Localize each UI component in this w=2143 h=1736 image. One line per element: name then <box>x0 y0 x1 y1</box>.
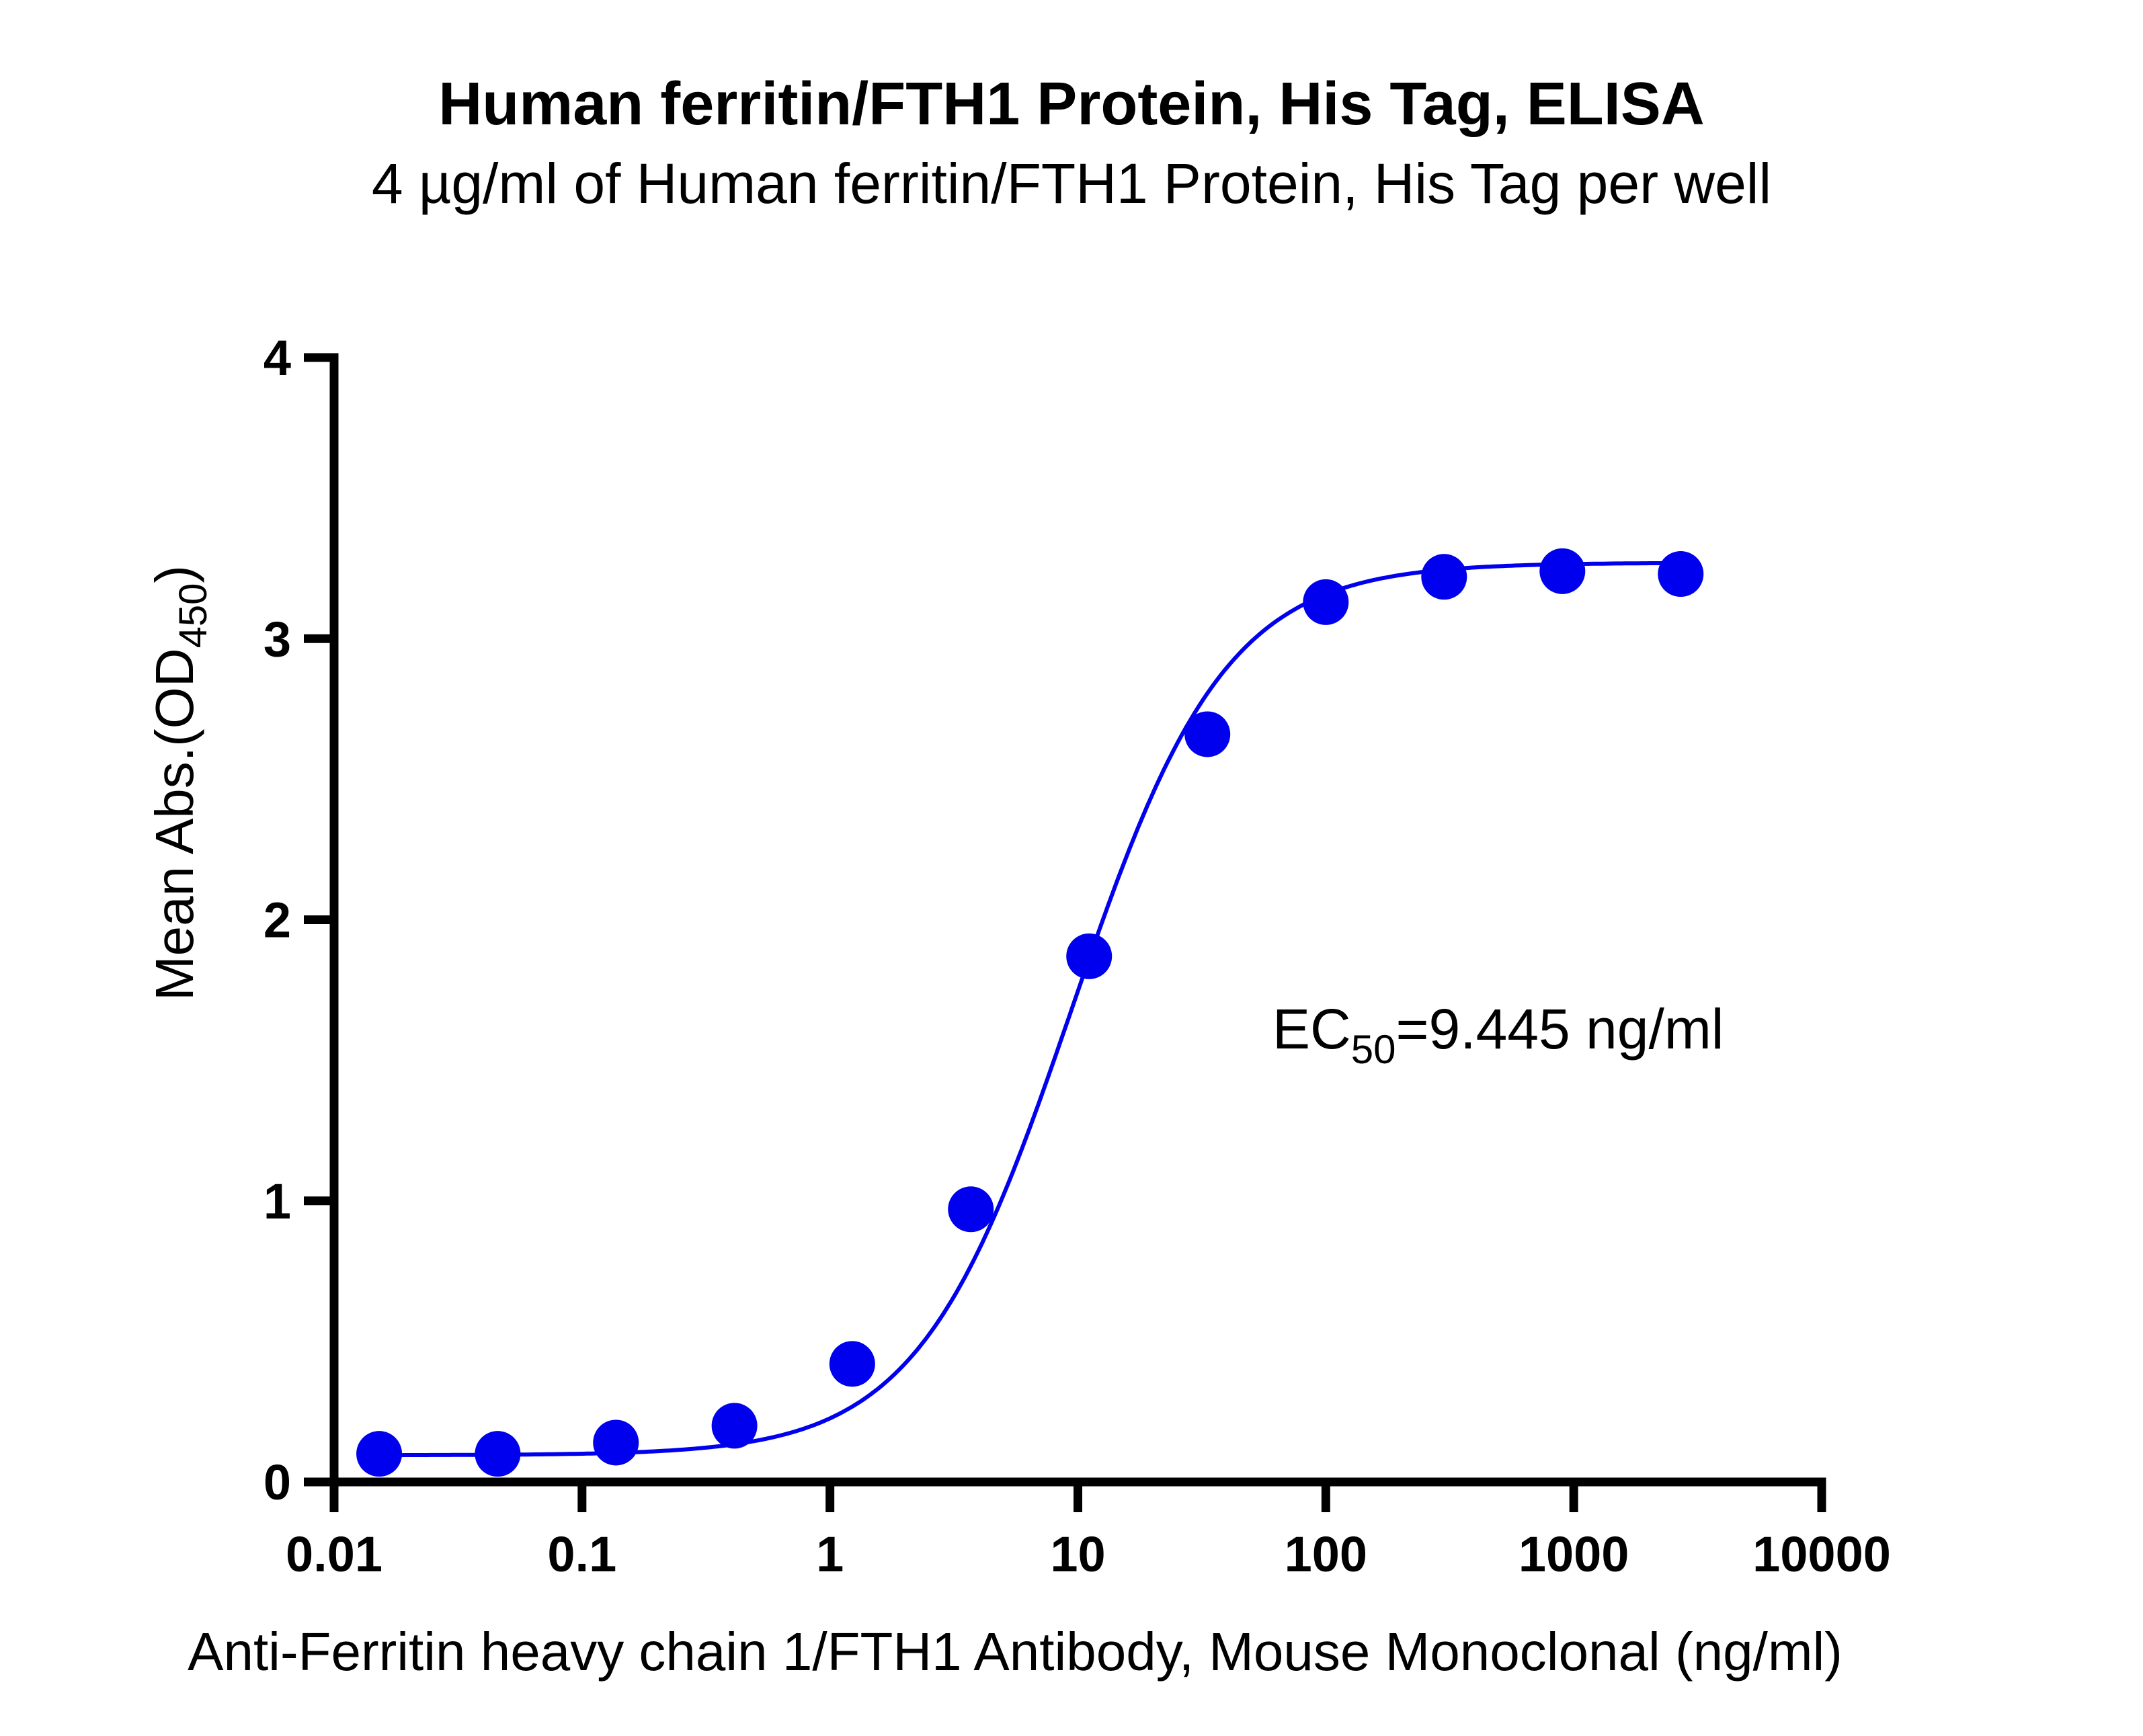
y-tick-label: 0 <box>264 1454 291 1510</box>
data-point <box>829 1341 875 1387</box>
data-point <box>475 1431 521 1477</box>
ec50-label-sub: 50 <box>1351 1027 1396 1072</box>
ec50-annotation: EC50=9.445 ng/ml <box>1272 997 1724 1072</box>
data-point <box>593 1419 639 1466</box>
y-tick-label: 4 <box>264 330 291 386</box>
chart-subtitle: 4 µg/ml of Human ferritin/FTH1 Protein, … <box>372 152 1771 215</box>
y-tick-label: 1 <box>264 1173 291 1229</box>
data-point <box>1303 579 1349 625</box>
y-axis-label: Mean Abs.(OD450) <box>145 565 215 1001</box>
y-tick-label: 2 <box>264 893 291 948</box>
x-ticks: 0.01 0.1 1 10 100 1000 10000 <box>286 1482 1891 1582</box>
x-tick-label: 1000 <box>1519 1526 1629 1582</box>
y-ticks: 0 1 2 3 4 <box>264 330 334 1510</box>
x-tick-label: 10 <box>1050 1526 1105 1582</box>
data-point <box>1421 554 1467 600</box>
x-tick-label: 0.01 <box>286 1526 382 1582</box>
data-point <box>1539 548 1586 594</box>
data-point <box>948 1186 994 1233</box>
x-axis-label: Anti-Ferritin heavy chain 1/FTH1 Antibod… <box>188 1622 1843 1682</box>
x-tick-label: 0.1 <box>547 1526 616 1582</box>
y-axis-label-close: ) <box>145 565 204 583</box>
x-tick-label: 100 <box>1285 1526 1367 1582</box>
ec50-label-main: EC <box>1272 997 1351 1061</box>
data-point <box>711 1403 758 1449</box>
y-tick-label: 3 <box>264 611 291 667</box>
data-point <box>356 1431 403 1477</box>
axes <box>329 353 1826 1487</box>
data-point <box>1184 711 1231 757</box>
ec50-value: =9.445 ng/ml <box>1396 997 1724 1061</box>
y-axis-label-sub: 450 <box>171 583 215 649</box>
x-tick-label: 10000 <box>1752 1526 1891 1582</box>
data-point <box>1658 551 1704 597</box>
data-point <box>1066 933 1113 979</box>
data-points <box>356 548 1704 1477</box>
x-tick-label: 1 <box>816 1526 844 1582</box>
y-axis-label-main: Mean Abs.(OD <box>145 648 204 1001</box>
chart-title: Human ferritin/FTH1 Protein, His Tag, EL… <box>438 71 1705 138</box>
